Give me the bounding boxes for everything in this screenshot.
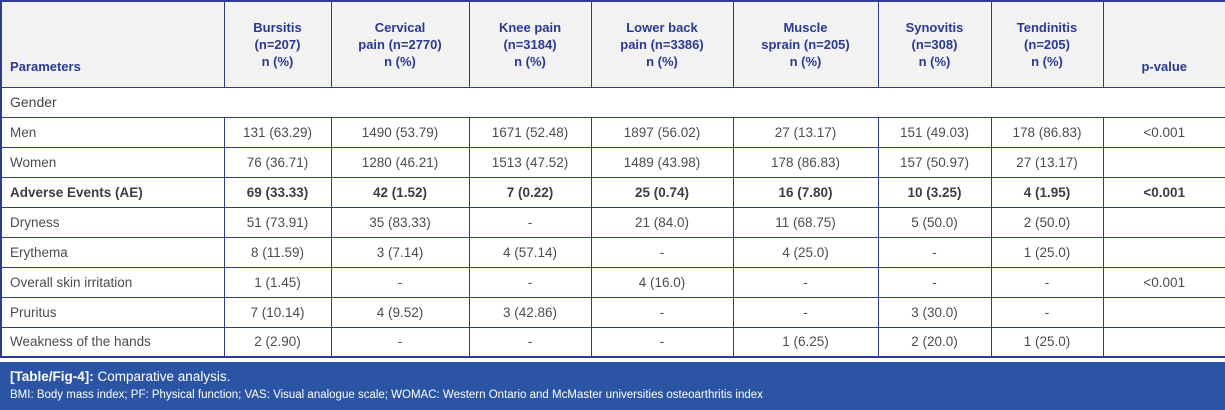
- cell-value: 1 (1.45): [223, 266, 332, 298]
- cell-value: -: [590, 236, 734, 268]
- cell-value: 4 (1.95): [990, 176, 1104, 208]
- cell-value: -: [877, 266, 992, 298]
- row-label: Men: [0, 116, 225, 148]
- cell-value: 3 (42.86): [468, 296, 592, 328]
- cell-value: -: [990, 296, 1104, 328]
- row-label: Adverse Events (AE): [0, 176, 225, 208]
- table-row-pruritus: Pruritus 7 (10.14) 4 (9.52) 3 (42.86) - …: [0, 296, 1225, 328]
- table-row-adverse-events: Adverse Events (AE) 69 (33.33) 42 (1.52)…: [0, 176, 1225, 208]
- cell-value: 1513 (47.52): [468, 146, 592, 178]
- cell-value: 151 (49.03): [877, 116, 992, 148]
- cell-value: 51 (73.91): [223, 206, 332, 238]
- cell-p-value: <0.001: [1102, 176, 1225, 208]
- cell-value: -: [468, 206, 592, 238]
- cell-value: -: [468, 266, 592, 298]
- cell-value: -: [732, 266, 879, 298]
- cell-value: -: [468, 326, 592, 358]
- cell-value: -: [330, 326, 470, 358]
- cell-value: -: [330, 266, 470, 298]
- column-header-parameters: Parameters: [0, 0, 225, 88]
- comparative-analysis-table: Parameters Bursitis (n=207) n (%) Cervic…: [0, 0, 1225, 358]
- cell-value: 27 (13.17): [990, 146, 1104, 178]
- column-header-bursitis: Bursitis (n=207) n (%): [223, 0, 332, 88]
- cell-value: 1 (6.25): [732, 326, 879, 358]
- section-label: Gender: [0, 86, 1225, 118]
- cell-p-value: <0.001: [1102, 266, 1225, 298]
- cell-value: 2 (20.0): [877, 326, 992, 358]
- cell-value: 3 (7.14): [330, 236, 470, 268]
- cell-p-value: [1102, 236, 1225, 268]
- cell-value: 1490 (53.79): [330, 116, 470, 148]
- column-header-lower-back-pain: Lower back pain (n=3386) n (%): [590, 0, 734, 88]
- cell-value: 2 (50.0): [990, 206, 1104, 238]
- cell-value: 10 (3.25): [877, 176, 992, 208]
- cell-value: 1280 (46.21): [330, 146, 470, 178]
- row-label: Dryness: [0, 206, 225, 238]
- cell-value: 1671 (52.48): [468, 116, 592, 148]
- cell-value: 3 (30.0): [877, 296, 992, 328]
- column-header-cervical-pain: Cervical pain (n=2770) n (%): [330, 0, 470, 88]
- cell-p-value: [1102, 206, 1225, 238]
- cell-p-value: [1102, 296, 1225, 328]
- cell-value: 5 (50.0): [877, 206, 992, 238]
- row-label: Weakness of the hands: [0, 326, 225, 358]
- row-label: Overall skin irritation: [0, 266, 225, 298]
- cell-value: 35 (83.33): [330, 206, 470, 238]
- cell-value: 157 (50.97): [877, 146, 992, 178]
- cell-value: 8 (11.59): [223, 236, 332, 268]
- cell-value: 178 (86.83): [990, 116, 1104, 148]
- cell-value: 69 (33.33): [223, 176, 332, 208]
- cell-value: -: [590, 326, 734, 358]
- cell-value: -: [732, 296, 879, 328]
- table-row-overall-skin-irritation: Overall skin irritation 1 (1.45) - - 4 (…: [0, 266, 1225, 298]
- cell-value: 4 (25.0): [732, 236, 879, 268]
- cell-value: 21 (84.0): [590, 206, 734, 238]
- row-label: Women: [0, 146, 225, 178]
- cell-value: 4 (57.14): [468, 236, 592, 268]
- cell-p-value: <0.001: [1102, 116, 1225, 148]
- cell-value: 1897 (56.02): [590, 116, 734, 148]
- cell-p-value: [1102, 326, 1225, 358]
- table-fig-tag: [Table/Fig-4]:: [10, 369, 94, 384]
- column-header-muscle-sprain: Muscle sprain (n=205) n (%): [732, 0, 879, 88]
- table-row-women: Women 76 (36.71) 1280 (46.21) 1513 (47.5…: [0, 146, 1225, 178]
- table-caption-text: Comparative analysis.: [97, 369, 231, 384]
- row-label: Pruritus: [0, 296, 225, 328]
- cell-value: 27 (13.17): [732, 116, 879, 148]
- table-row-weakness-of-the-hands: Weakness of the hands 2 (2.90) - - - 1 (…: [0, 326, 1225, 358]
- table-row-men: Men 131 (63.29) 1490 (53.79) 1671 (52.48…: [0, 116, 1225, 148]
- cell-value: -: [877, 236, 992, 268]
- table-caption-bar: [Table/Fig-4]: Comparative analysis. BMI…: [0, 362, 1225, 410]
- cell-value: 2 (2.90): [223, 326, 332, 358]
- cell-value: 131 (63.29): [223, 116, 332, 148]
- cell-value: 4 (9.52): [330, 296, 470, 328]
- table-caption: [Table/Fig-4]: Comparative analysis.: [10, 368, 1215, 386]
- cell-value: 42 (1.52): [330, 176, 470, 208]
- abbreviations-line: BMI: Body mass index; PF: Physical funct…: [10, 389, 763, 401]
- cell-value: -: [590, 296, 734, 328]
- column-header-p-value: p-value: [1102, 0, 1225, 88]
- cell-value: 76 (36.71): [223, 146, 332, 178]
- row-label: Erythema: [0, 236, 225, 268]
- header-row: Parameters Bursitis (n=207) n (%) Cervic…: [0, 0, 1225, 88]
- cell-value: 1 (25.0): [990, 326, 1104, 358]
- table-row-dryness: Dryness 51 (73.91) 35 (83.33) - 21 (84.0…: [0, 206, 1225, 238]
- section-row-gender: Gender: [0, 86, 1225, 118]
- cell-value: 1 (25.0): [990, 236, 1104, 268]
- cell-value: 7 (10.14): [223, 296, 332, 328]
- cell-value: 11 (68.75): [732, 206, 879, 238]
- cell-value: -: [990, 266, 1104, 298]
- cell-p-value: [1102, 146, 1225, 178]
- cell-value: 4 (16.0): [590, 266, 734, 298]
- cell-value: 1489 (43.98): [590, 146, 734, 178]
- column-header-synovitis: Synovitis (n=308) n (%): [877, 0, 992, 88]
- cell-value: 16 (7.80): [732, 176, 879, 208]
- cell-value: 7 (0.22): [468, 176, 592, 208]
- column-header-tendinitis: Tendinitis (n=205) n (%): [990, 0, 1104, 88]
- cell-value: 25 (0.74): [590, 176, 734, 208]
- cell-value: 178 (86.83): [732, 146, 879, 178]
- column-header-knee-pain: Knee pain (n=3184) n (%): [468, 0, 592, 88]
- table-row-erythema: Erythema 8 (11.59) 3 (7.14) 4 (57.14) - …: [0, 236, 1225, 268]
